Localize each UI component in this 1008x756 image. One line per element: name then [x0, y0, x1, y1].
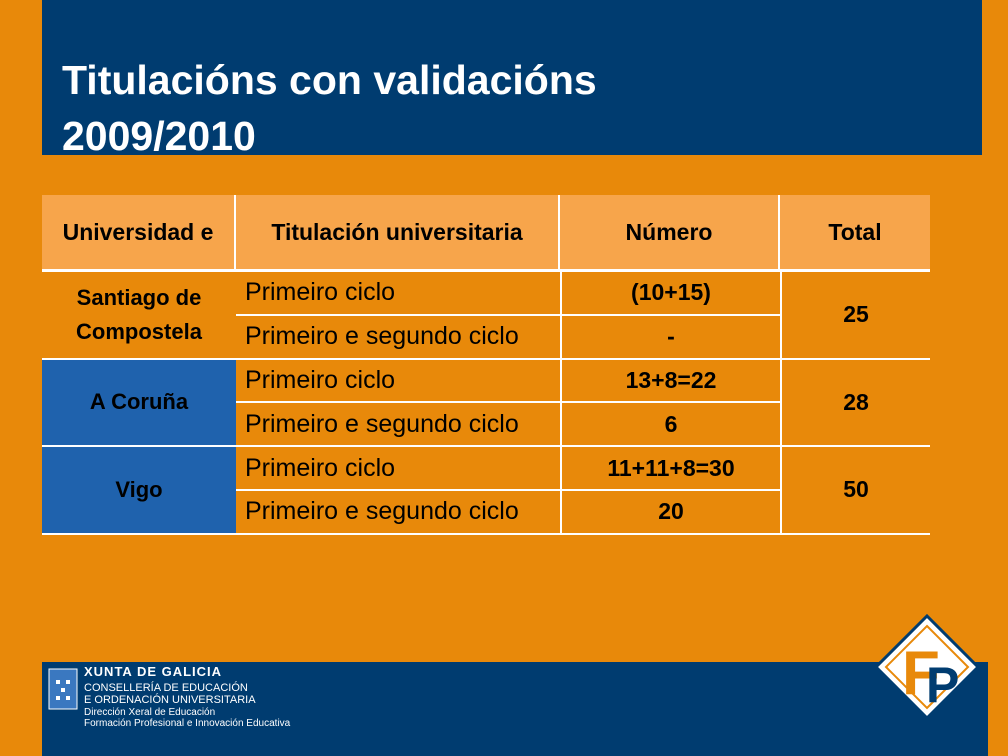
footer-band: XUNTA DE GALICIA CONSELLERÍA DE EDUCACIÓ…: [42, 662, 988, 756]
header-cell: Titulación universitaria: [236, 195, 560, 272]
header-band: Titulacións con validacións 2009/2010: [42, 0, 982, 159]
numero-cell: 6: [560, 403, 780, 448]
footer-line: Dirección Xeral de Educación: [84, 707, 216, 718]
title: Titulacións con validacións 2009/2010: [62, 57, 597, 159]
crest: [48, 668, 78, 710]
footer-line: E ORDENACIÓN UNIVERSITARIA: [84, 694, 256, 706]
titulacion-cell: Primeiro e segundo ciclo: [236, 316, 560, 360]
header-cell: Número: [560, 195, 780, 272]
total-cell: 25: [780, 272, 930, 360]
total-cell: 50: [780, 447, 930, 535]
numero-cell: 11+11+8=30: [560, 447, 780, 491]
titulacion-cell: Primeiro ciclo: [236, 360, 560, 404]
fp-logo: F P: [873, 613, 981, 721]
header-cell: Universidad e: [42, 195, 236, 272]
numero-cell: (10+15): [560, 272, 780, 316]
university-cell: Santiago de Compostela: [42, 272, 236, 360]
org-name: XUNTA DE GALICIA: [84, 664, 223, 679]
footer-line: CONSELLERÍA DE EDUCACIÓN: [84, 682, 248, 694]
titulacion-cell: Primeiro ciclo: [236, 447, 560, 491]
university-cell: A Coruña: [42, 359, 236, 448]
titulacion-cell: Primeiro e segundo ciclo: [236, 403, 560, 448]
titulacion-cell: Primeiro ciclo: [236, 272, 560, 316]
header-cell: Total: [780, 195, 930, 272]
numero-cell: -: [560, 315, 780, 360]
numero-cell: 20: [560, 491, 780, 535]
university-cell: Vigo: [42, 447, 236, 535]
numero-cell: 13+8=22: [560, 359, 780, 404]
logo-p: P: [926, 657, 959, 713]
footer-line: Formación Profesional e Innovación Educa…: [84, 718, 291, 729]
total-cell: 28: [780, 359, 930, 448]
logo-f: F: [902, 639, 940, 708]
titulacion-cell: Primeiro e segundo ciclo: [236, 491, 560, 535]
